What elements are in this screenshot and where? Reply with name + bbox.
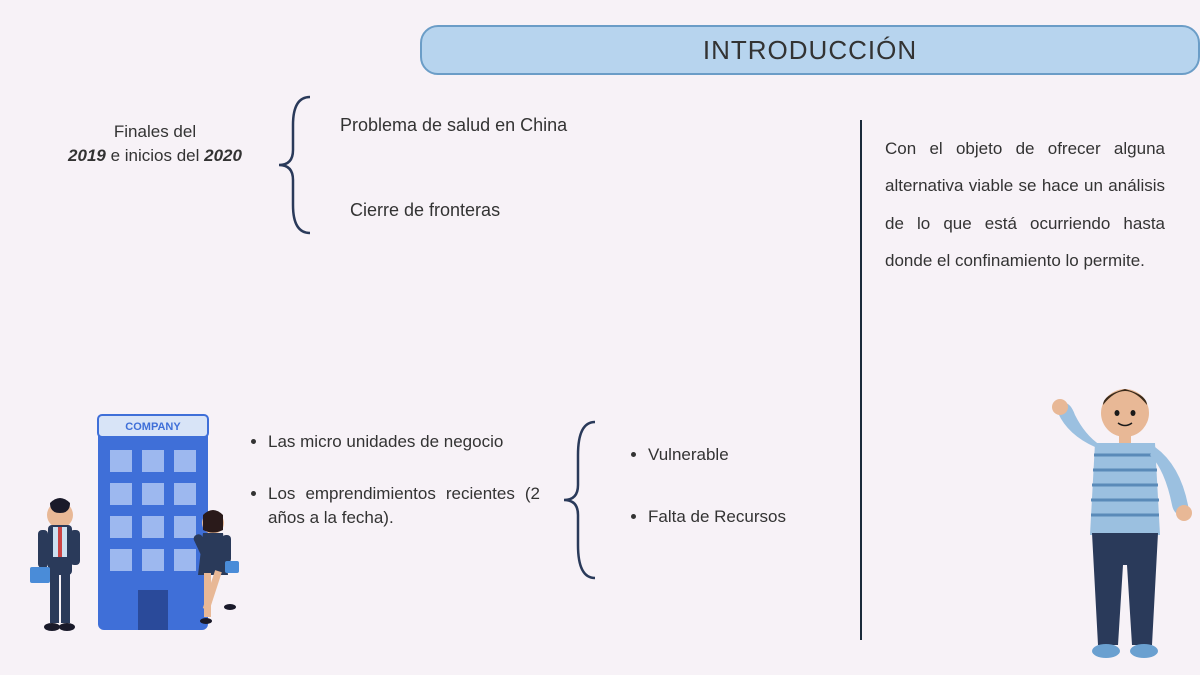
list-item: Los emprendimientos recientes (2 años a … (268, 482, 540, 530)
list-item: Vulnerable (648, 445, 830, 465)
company-building-illustration: COMPANY (20, 395, 240, 645)
bracket-bottom-icon (560, 420, 600, 580)
right-bullet-list: Vulnerable Falta de Recursos (630, 445, 830, 569)
top-item-1: Problema de salud en China (340, 115, 567, 136)
left-bullet-list: Las micro unidades de negocio Los empren… (250, 430, 540, 557)
title-bar: INTRODUCCIÓN (420, 25, 1200, 75)
person-illustration (1040, 365, 1200, 665)
list-item: Falta de Recursos (648, 507, 830, 527)
bracket-top-icon (275, 95, 315, 235)
timeline-label: Finales del 2019 e inicios del 2020 (55, 120, 255, 168)
title-text: INTRODUCCIÓN (703, 35, 917, 66)
list-item: Las micro unidades de negocio (268, 430, 540, 454)
paragraph-text: Con el objeto de ofrecer alguna alternat… (885, 130, 1165, 280)
svg-text:COMPANY: COMPANY (125, 421, 181, 433)
top-item-2: Cierre de fronteras (350, 200, 500, 221)
vertical-divider (860, 120, 862, 640)
